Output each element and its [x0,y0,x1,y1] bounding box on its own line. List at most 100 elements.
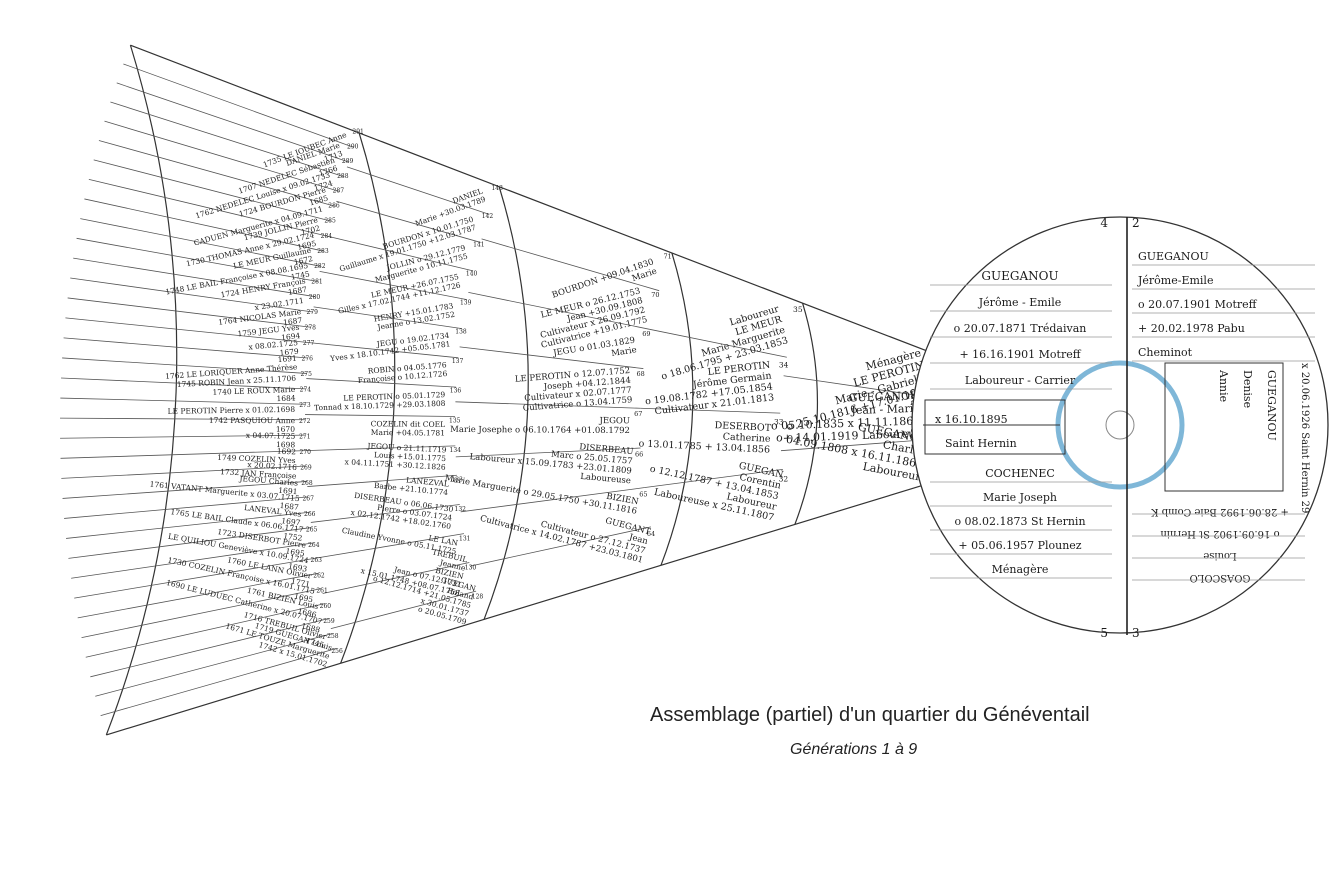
cell-divider [98,140,336,207]
disc-child-line: GUEGANOU [1138,250,1209,263]
gen5-line: 1771 [290,577,310,589]
gen4-number: 133 [451,477,463,484]
caption-subtitle: Générations 1 à 9 [790,741,918,758]
gen2-line: DESERBOT [714,420,772,434]
cell-divider [71,542,314,579]
cell-divider [455,401,641,409]
gen5-line: 1749 COZELIN Yves [217,453,296,465]
disc-upside-line: Louise [1203,550,1236,561]
cell-divider [95,633,333,697]
cell-divider [780,438,931,452]
gen3-number: 68 [636,370,644,378]
disc-upside-line: + 28.06.1992 Baie Comb K [1151,506,1289,517]
cell-divider [468,292,650,330]
gen3-line: DISERBEAU [579,442,634,457]
disc-child-line: Cheminot [1138,346,1193,359]
disc-father-line: GUEGANOU [981,269,1058,283]
cell-divider [305,414,456,417]
gen5-line: 1691 [277,354,297,364]
gen5-line: 1672 [293,254,314,267]
gen5-line: 1698 [276,440,296,449]
gen4-number: 136 [450,388,462,395]
gen4-line: Tonnad x 18.10.1729 +29.03.1808 [314,399,446,413]
cell-divider [60,450,306,459]
gen1-line: GUEGANOU [848,389,919,404]
cell-divider [67,297,311,328]
gen4-number: 143 [491,185,503,192]
gen5-number: 273 [299,402,311,409]
cell-divider [90,618,329,678]
cell-divider [65,317,310,344]
cell-divider [470,526,652,567]
gen3-line: Marie Josephe o 06.10.1764 +01.08.1792 [450,425,630,436]
cell-divider [315,533,464,559]
gen4-line: COZELIN dit COEL [371,419,446,429]
gen4-number: 130 [465,565,477,572]
gen5-line: x 20.02.1716 [247,460,297,472]
gen3-line: JEGOU [598,416,630,426]
cell-divider [80,218,321,267]
gen5-number: 265 [306,526,318,533]
disc-father-line: + 16.16.1901 Motreff [959,348,1081,361]
cell-divider [104,120,340,192]
cell-divider [76,237,318,282]
cell-divider [319,270,467,301]
disc-wife-box [1164,362,1284,492]
cell-divider [64,496,309,519]
gen5-line: 1695 [285,546,305,558]
gen5-number: 261 [316,588,327,595]
disc-child-line: o 20.07.1901 Motreff [1138,298,1258,311]
gen4-number: 137 [452,358,464,365]
disc-child-line: + 20.02.1978 Pabu [1138,322,1245,335]
cell-divider [70,277,313,313]
gen5-number: 278 [305,325,317,332]
cell-divider [73,257,316,298]
disc-upside-line: o 16.09.1902 St Hernin [1160,528,1280,539]
gen5-line: 1687 [279,501,299,512]
gen5-number: 263 [311,557,323,564]
gen5-number: 279 [307,309,319,316]
gen3-number: 65 [639,490,647,498]
cell-divider [640,407,781,414]
cell-divider [77,572,319,619]
cell-divider [327,235,474,272]
ring-arc-1 [794,302,819,525]
gen4-line: LANEZVAL [406,475,450,488]
fan-edge-0 [106,479,939,736]
gen3-line: Jean [627,532,649,547]
gen4-number: 139 [460,299,472,306]
cell-divider [346,166,490,215]
cell-divider [459,346,644,369]
cell-divider [649,328,787,358]
cell-divider [84,198,324,252]
gen5-number: 288 [337,173,349,180]
cell-divider [783,375,933,398]
gen5-line: 1745 [290,269,311,281]
disc-mother-line: Ménagère [992,563,1049,576]
gen5-line: 1687 [287,285,308,297]
gen1-line: Jean - Marie [850,402,920,417]
gen5-number: 268 [301,480,313,487]
gen5-number: 281 [311,278,322,285]
gen5-number: 272 [299,418,311,425]
ring-arc-4 [340,132,396,664]
fan-edge-1 [130,44,943,358]
cell-divider [455,447,641,458]
cell-divider [309,342,459,359]
gen4-number: 135 [449,417,461,424]
gen5-number: 277 [303,340,315,347]
cell-divider [62,481,307,499]
gen4-number: 138 [455,329,467,336]
disc-mother-line: o 08.02.1873 St Hernin [954,515,1085,528]
gen5-line: 1691 [278,486,298,496]
